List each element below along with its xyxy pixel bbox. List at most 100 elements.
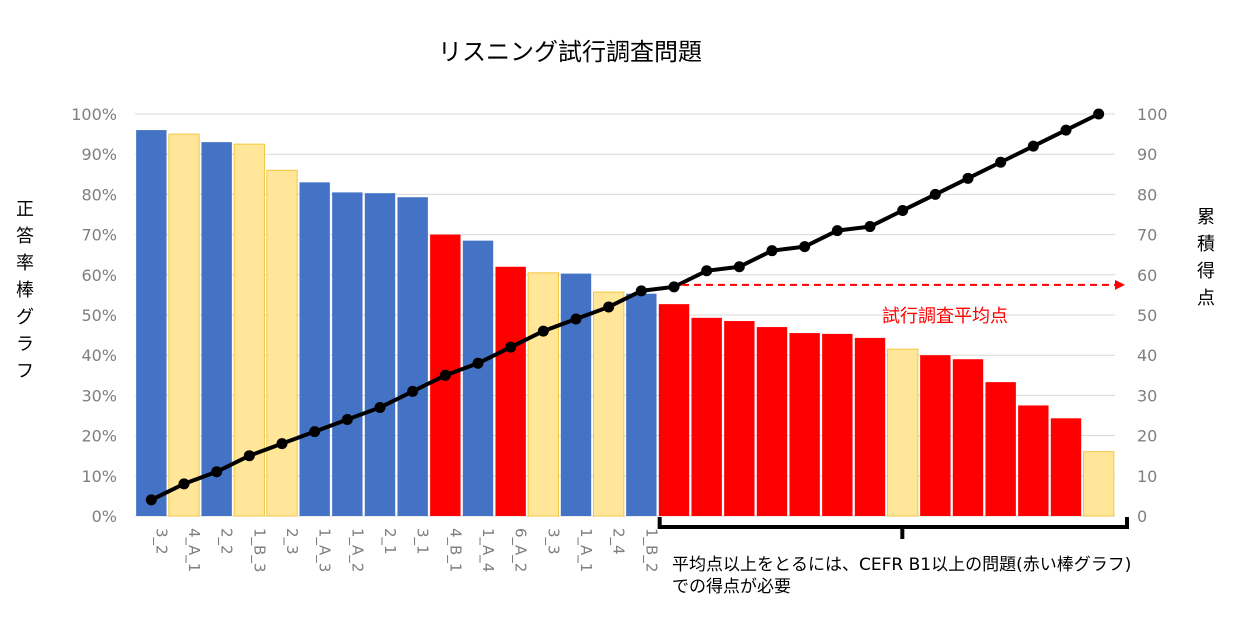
bar: [1018, 405, 1049, 516]
left-tick-label: 30%: [81, 386, 117, 405]
category-labels: 3_2 4_A_1 2_2 1_B_3 2_3 1_A_3 1_A_2 2_1 3_1 4_B_1…: [151, 528, 660, 572]
axis-label-char: ラ: [16, 334, 34, 355]
left-tick-label: 80%: [81, 185, 117, 204]
bar: [364, 193, 396, 516]
bar: [136, 130, 167, 516]
tick-labels: 0% 10% 20% 30% 40% 50% 60% 70% 80% 90% 100% 0 10 20 30…: [71, 105, 1167, 526]
cumulative-point: [929, 188, 941, 200]
bar: [952, 359, 984, 516]
category-label: 1_A_4: [478, 528, 497, 572]
bar: [822, 333, 853, 516]
bar: [1050, 418, 1082, 516]
right-tick-label: 10: [1137, 467, 1157, 486]
cumulative-point: [309, 426, 321, 438]
left-tick-label: 40%: [81, 346, 117, 365]
bar: [299, 182, 330, 516]
cumulative-point: [243, 450, 255, 462]
left-tick-label: 20%: [81, 427, 117, 446]
bar: [658, 304, 690, 516]
cumulative-point: [570, 313, 582, 325]
category-label: 4_B_1: [445, 528, 464, 572]
axis-label-char: グ: [16, 307, 34, 328]
axis-label-char: 累: [1197, 207, 1215, 228]
right-tick-label: 40: [1137, 346, 1157, 365]
category-label: 1_A_1: [576, 528, 595, 572]
axis-label-char: 点: [1197, 288, 1215, 309]
right-tick-label: 80: [1137, 185, 1157, 204]
bracket: [657, 517, 1129, 539]
cumulative-point: [995, 156, 1007, 168]
category-label: 2_4: [609, 528, 628, 555]
bar: [397, 197, 428, 517]
category-label: 6_A_2: [511, 528, 530, 572]
bar: [266, 169, 298, 517]
right-tick-label: 20: [1137, 427, 1157, 446]
cumulative-point: [537, 325, 549, 337]
cumulative-point: [472, 357, 484, 369]
category-label: 1_A_3: [315, 528, 334, 572]
bar: [462, 240, 494, 516]
cumulative-point: [897, 204, 909, 216]
left-tick-label: 10%: [81, 467, 117, 486]
cumulative-line: [145, 108, 1105, 506]
cumulative-point: [505, 341, 517, 353]
category-label: 1_B_2: [641, 528, 660, 572]
left-tick-label: 90%: [81, 145, 117, 164]
cumulative-point: [178, 478, 190, 490]
category-label: 2_1: [380, 528, 399, 555]
cumulative-point: [276, 438, 288, 450]
bar: [527, 272, 560, 517]
bar: [332, 192, 363, 516]
axis-label-char: 率: [16, 253, 34, 274]
bar: [985, 382, 1016, 516]
axis-label-char: フ: [16, 361, 34, 382]
cumulative-point: [864, 221, 876, 233]
bar: [1082, 451, 1115, 517]
bar: [495, 266, 526, 516]
category-label: 1_A_2: [347, 528, 366, 572]
bar: [560, 273, 592, 516]
right-tick-label: 0: [1137, 507, 1147, 526]
bar: [789, 333, 820, 516]
axis-label-char: 得: [1197, 261, 1215, 282]
axis-label-char: 積: [1197, 234, 1215, 255]
cumulative-point: [635, 285, 647, 297]
cumulative-point: [799, 241, 811, 253]
bar: [886, 348, 919, 517]
category-label: 3_1: [413, 528, 432, 555]
bar: [854, 337, 886, 516]
bars: [136, 130, 1115, 517]
right-tick-label: 60: [1137, 266, 1157, 285]
bar: [201, 142, 232, 516]
bar: [626, 293, 657, 516]
cumulative-point: [211, 466, 223, 478]
category-label: 4_A_1: [184, 528, 203, 572]
brace: [657, 517, 1129, 539]
note-text: 平均点以上をとるには、CEFR B1以上の問題(赤い棒グラフ)での得点が必要: [672, 554, 1142, 598]
cumulative-point: [374, 401, 386, 413]
bar: [756, 327, 788, 516]
right-tick-label: 100: [1137, 105, 1168, 124]
left-tick-label: 100%: [71, 105, 117, 124]
average-marker: 試行調査平均点: [682, 279, 1125, 327]
axis-label-char: 棒: [16, 280, 34, 301]
chart-title: リスニング試行調査問題: [438, 38, 702, 66]
cumulative-point: [1093, 108, 1105, 120]
cumulative-point: [603, 301, 615, 313]
right-tick-label: 70: [1137, 226, 1157, 245]
cumulative-point: [701, 265, 713, 277]
bar: [168, 133, 200, 517]
axis-label-char: 答: [16, 226, 34, 247]
left-tick-label: 60%: [81, 266, 117, 285]
average-label: 試行調査平均点: [882, 306, 1008, 327]
category-label: 3_2: [151, 528, 170, 555]
cumulative-point: [733, 261, 745, 273]
category-label: 1_B_3: [249, 528, 268, 572]
cumulative-polyline: [150, 112, 1100, 502]
category-label: 2_3: [282, 528, 301, 555]
cumulative-point: [407, 385, 419, 397]
right-tick-label: 90: [1137, 145, 1157, 164]
